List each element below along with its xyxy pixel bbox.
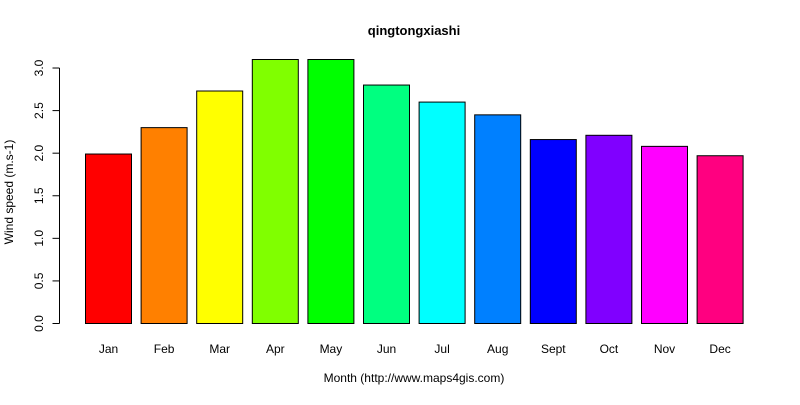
- bars-group: [85, 59, 744, 325]
- bar-feb: [140, 127, 188, 325]
- x-tick-label: Aug: [487, 342, 508, 356]
- y-tick-label: 2.0: [32, 145, 46, 162]
- bar-aug: [474, 114, 522, 324]
- y-axis: 0.0 0.5 1.0 1.5 2.0 2.5 3.0: [32, 59, 60, 332]
- y-tick-label: 1.5: [32, 187, 46, 204]
- bar-jan: [85, 153, 132, 324]
- bar-jun: [363, 84, 410, 324]
- bar-dec: [696, 155, 744, 324]
- bar-nov: [641, 145, 688, 324]
- bar-may: [307, 59, 355, 324]
- x-tick-labels: Jan Feb Mar Apr May Jun Jul Aug Sept Oct Nov Dec: [99, 342, 731, 356]
- chart-title: qingtongxiashi: [368, 23, 460, 38]
- x-tick-label: May: [320, 342, 343, 356]
- x-tick-label: Jun: [377, 342, 396, 356]
- x-tick-label: Feb: [154, 342, 175, 356]
- bar-sept: [529, 139, 577, 324]
- x-tick-label: Nov: [654, 342, 675, 356]
- bar-mar: [196, 90, 244, 324]
- y-tick-label: 0.0: [32, 315, 46, 332]
- bar-jul: [418, 101, 466, 324]
- y-tick-label: 0.5: [32, 272, 46, 289]
- x-tick-label: Jul: [434, 342, 449, 356]
- y-axis-label: Wind speed (m.s-1): [2, 140, 16, 245]
- x-tick-label: Jan: [99, 342, 118, 356]
- y-tick-label: 3.0: [32, 59, 46, 76]
- y-tick-label: 1.0: [32, 230, 46, 247]
- x-tick-label: Oct: [600, 342, 619, 356]
- x-tick-label: Sept: [541, 342, 566, 356]
- x-tick-label: Apr: [266, 342, 285, 356]
- x-tick-label: Dec: [709, 342, 730, 356]
- bar-apr: [251, 59, 299, 324]
- y-tick-label: 2.5: [32, 102, 46, 119]
- x-tick-label: Mar: [209, 342, 230, 356]
- x-axis-label: Month (http://www.maps4gis.com): [324, 371, 505, 385]
- bar-oct: [585, 134, 633, 324]
